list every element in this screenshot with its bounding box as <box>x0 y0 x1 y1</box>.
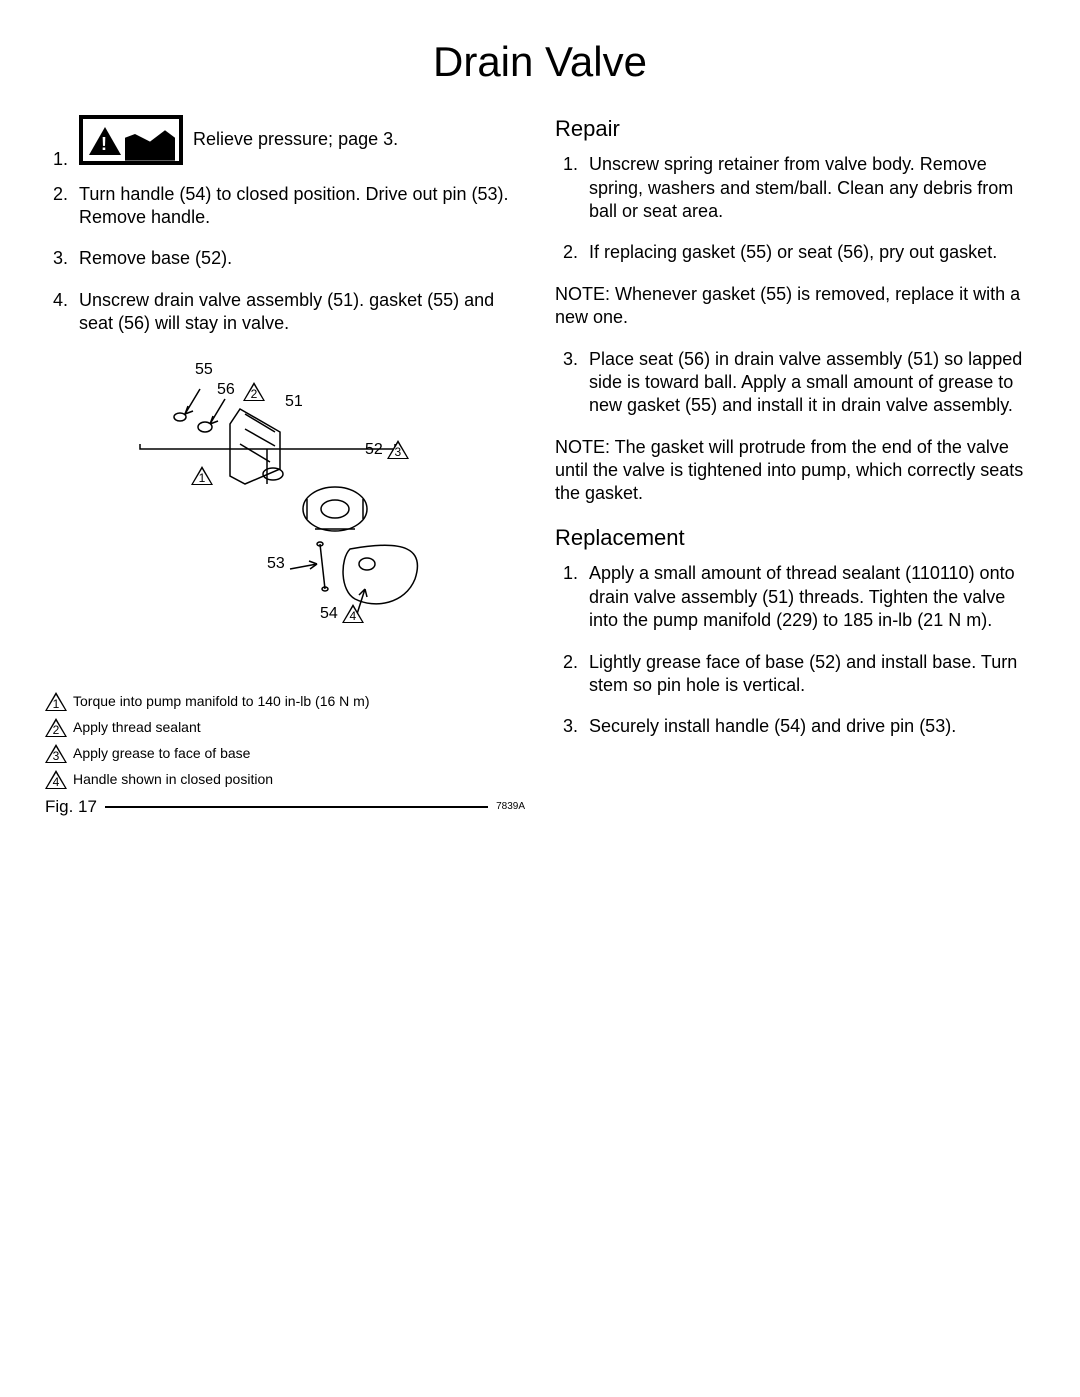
left-column: Relieve pressure; page 3. Turn handle (5… <box>45 115 525 818</box>
callout-51: 51 <box>285 392 303 413</box>
legend-text: Torque into pump manifold to 140 in-lb (… <box>73 692 369 710</box>
legend-row: 4 Handle shown in closed position <box>45 770 525 790</box>
replacement-step: Securely install handle (54) and drive p… <box>583 715 1035 738</box>
triangle-icon: 3 <box>45 744 67 764</box>
triangle-icon: 4 <box>45 770 67 790</box>
diagram-legend: 1 Torque into pump manifold to 140 in-lb… <box>45 692 525 790</box>
step-1-text: Relieve pressure; page 3. <box>193 128 398 151</box>
repair-step: Place seat (56) in drain valve assembly … <box>583 348 1035 418</box>
legend-text: Apply grease to face of base <box>73 744 250 762</box>
replacement-step: Apply a small amount of thread sealant (… <box>583 562 1035 632</box>
caption-rule <box>105 806 488 808</box>
step-3: Remove base (52). <box>73 247 525 270</box>
legend-row: 3 Apply grease to face of base <box>45 744 525 764</box>
legend-text: Handle shown in closed position <box>73 770 273 788</box>
callout-tri-2a: 2 <box>243 382 265 402</box>
repair-steps-a: Unscrew spring retainer from valve body.… <box>555 153 1035 265</box>
step-2: Turn handle (54) to closed position. Dri… <box>73 183 525 230</box>
callout-54: 54 4 <box>320 604 364 625</box>
legend-text: Apply thread sealant <box>73 718 201 736</box>
triangle-icon: 1 <box>45 692 67 712</box>
figure-caption: Fig. 17 7839A <box>45 796 525 818</box>
step-4: Unscrew drain valve assembly (51). gaske… <box>73 289 525 336</box>
warning-icon <box>79 115 183 165</box>
replacement-step: Lightly grease face of base (52) and ins… <box>583 651 1035 698</box>
callout-52: 523 <box>365 440 409 461</box>
page-title: Drain Valve <box>45 35 1035 90</box>
figure-label: Fig. 17 <box>45 796 97 818</box>
callout-tri-1: 1 <box>191 466 213 486</box>
note-1: NOTE: Whenever gasket (55) is removed, r… <box>555 283 1035 330</box>
figure-partno: 7839A <box>496 800 525 813</box>
disassembly-steps: Relieve pressure; page 3. Turn handle (5… <box>45 115 525 336</box>
step-1: Relieve pressure; page 3. <box>73 115 525 165</box>
legend-row: 1 Torque into pump manifold to 140 in-lb… <box>45 692 525 712</box>
replacement-heading: Replacement <box>555 524 1035 553</box>
callout-53: 53 <box>267 554 285 575</box>
repair-steps-b: Place seat (56) in drain valve assembly … <box>555 348 1035 418</box>
exploded-diagram: 55 56 2 51 523 1 53 54 4 <box>45 354 525 684</box>
callout-56: 56 <box>217 380 235 401</box>
legend-row: 2 Apply thread sealant <box>45 718 525 738</box>
callout-55: 55 <box>195 360 213 381</box>
repair-heading: Repair <box>555 115 1035 144</box>
triangle-icon: 2 <box>45 718 67 738</box>
two-column-layout: Relieve pressure; page 3. Turn handle (5… <box>45 115 1035 818</box>
repair-step: Unscrew spring retainer from valve body.… <box>583 153 1035 223</box>
repair-step: If replacing gasket (55) or seat (56), p… <box>583 241 1035 264</box>
note-2: NOTE: The gasket will protrude from the … <box>555 436 1035 506</box>
right-column: Repair Unscrew spring retainer from valv… <box>555 115 1035 818</box>
replacement-steps: Apply a small amount of thread sealant (… <box>555 562 1035 738</box>
